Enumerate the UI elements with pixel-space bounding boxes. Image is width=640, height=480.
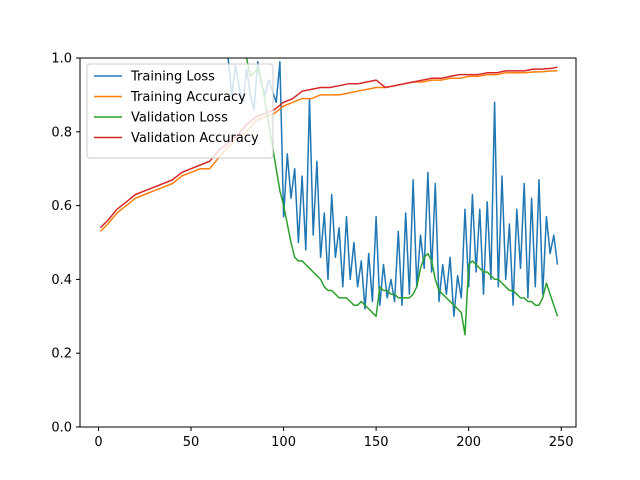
y-tick-label: 1.0 xyxy=(51,52,72,67)
series-line-validation-accuracy xyxy=(99,66,558,229)
x-tick-label: 250 xyxy=(549,435,574,450)
legend: Training Loss Training Accuracy Validation… xyxy=(86,63,274,159)
legend-box xyxy=(86,63,274,159)
x-tick-label: 50 xyxy=(183,435,200,450)
plot-lines xyxy=(99,58,559,336)
x-axis: 0 50 100 150 200 250 xyxy=(94,427,574,450)
axes-frame xyxy=(79,57,577,428)
series-line-validation-loss xyxy=(245,58,559,336)
y-tick-label: 0.6 xyxy=(51,199,72,214)
x-tick-label: 200 xyxy=(456,435,481,450)
legend-label: Validation Loss xyxy=(131,111,228,126)
y-tick-label: 0.0 xyxy=(51,421,72,436)
y-axis: 0.0 0.2 0.4 0.6 0.8 1.0 xyxy=(51,52,80,436)
x-tick-label: 100 xyxy=(271,435,296,450)
legend-label: Training Accuracy xyxy=(130,90,246,105)
legend-label: Training Loss xyxy=(130,70,215,85)
legend-label: Validation Accuracy xyxy=(131,131,259,146)
y-tick-label: 0.2 xyxy=(51,347,72,362)
y-tick-label: 0.8 xyxy=(51,125,72,140)
series-line-training-accuracy xyxy=(99,70,558,232)
x-tick-label: 0 xyxy=(94,435,102,450)
series-line-training-loss xyxy=(227,58,559,318)
x-tick-label: 150 xyxy=(364,435,389,450)
y-tick-label: 0.4 xyxy=(51,273,72,288)
